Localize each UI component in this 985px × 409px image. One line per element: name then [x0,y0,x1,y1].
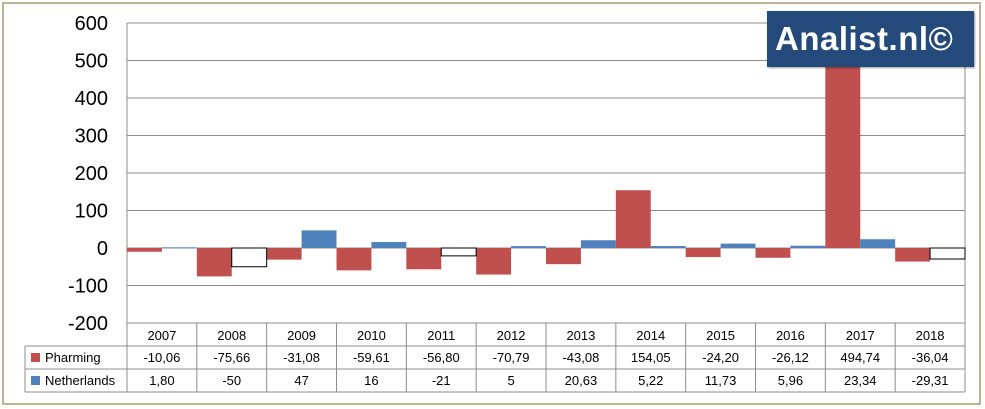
legend-label-pharming: Pharming [45,350,101,365]
bar-netherlands [161,247,197,249]
x-category-label: 2018 [916,328,945,343]
x-category-label: 2016 [776,328,805,343]
data-label: 1,80 [149,373,174,388]
data-label: -75,66 [213,350,250,365]
data-label: 23,34 [844,373,877,388]
analist-watermark: Analist.nl© [767,11,974,67]
legend-key-pharming [31,353,40,362]
data-label: -43,08 [562,350,599,365]
bar-pharming [685,248,721,258]
bar-pharming [266,248,302,260]
x-category-label: 2011 [427,328,455,343]
bar-netherlands [720,243,756,248]
bar-netherlands [371,242,407,248]
bar-netherlands [580,240,616,248]
data-label: -31,08 [283,350,320,365]
data-label: -10,06 [143,350,180,365]
y-tick-label: -100 [68,276,108,298]
bar-netherlands [650,246,686,248]
y-tick-label: -200 [68,313,108,335]
data-label: 47 [294,373,308,388]
bar-pharming [406,248,442,270]
data-label: 5 [507,373,514,388]
x-category-label: 2013 [566,328,595,343]
bar-pharming [127,248,162,252]
data-label: 11,73 [705,373,737,388]
y-tick-label: 0 [97,238,108,260]
data-label: 5,96 [778,373,803,388]
bar-netherlands [231,247,268,268]
x-category-label: 2010 [357,328,386,343]
data-label: -24,20 [702,350,739,365]
y-tick-label: 500 [75,51,108,73]
y-tick-label: 600 [75,13,108,35]
x-category-label: 2015 [706,328,735,343]
x-category-label: 2008 [217,328,246,343]
bar-pharming [196,248,232,277]
data-label: -29,31 [912,373,949,388]
legend-key-netherlands [31,376,40,385]
data-label: -56,80 [423,350,460,365]
bar-pharming [546,248,581,265]
data-label: 154,05 [631,350,671,365]
data-label: 5,22 [638,373,663,388]
data-label: -70,79 [493,350,530,365]
data-label: 16 [364,373,378,388]
data-label: -50 [222,373,241,388]
data-label: -59,61 [353,350,390,365]
x-category-label: 2014 [636,328,665,343]
data-label: 20,63 [565,373,598,388]
bar-pharming [895,248,931,262]
y-tick-label: 400 [75,88,108,110]
bar-netherlands [511,246,546,248]
bar-netherlands [929,247,966,260]
bar-pharming [336,248,372,271]
bar-pharming [615,190,651,248]
data-label: -26,12 [772,350,809,365]
bar-netherlands [790,245,826,248]
bar-netherlands [860,239,896,248]
chart-frame [2,2,981,405]
bar-netherlands [301,230,337,248]
bar-pharming [755,248,791,258]
bar-pharming [476,248,512,275]
x-category-label: 2007 [147,328,176,343]
y-tick-label: 300 [75,126,108,148]
x-category-label: 2012 [497,328,526,343]
data-label: 494,74 [840,350,880,365]
x-category-label: 2017 [846,328,875,343]
bar-pharming [825,62,861,248]
data-label: -21 [432,373,451,388]
x-category-label: 2009 [287,328,316,343]
data-label: -36,04 [912,350,949,365]
bar-netherlands [440,247,477,257]
legend-label-netherlands: Netherlands [45,373,116,388]
y-tick-label: 200 [75,163,108,185]
y-tick-label: 100 [75,201,108,223]
